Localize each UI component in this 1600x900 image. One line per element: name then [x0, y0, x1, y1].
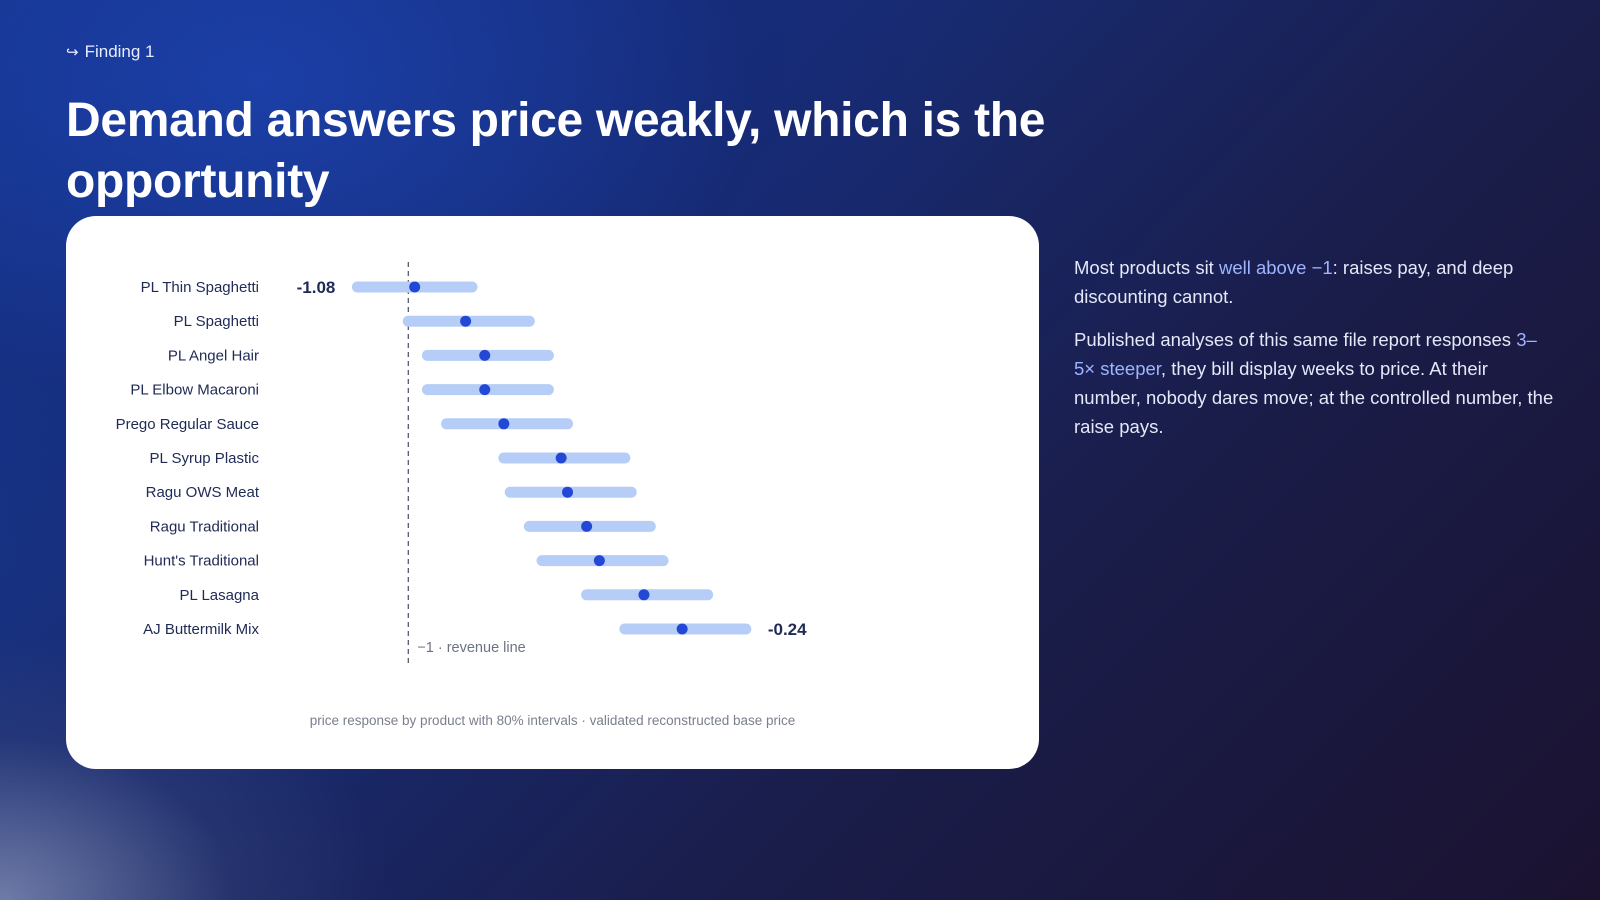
estimate-point: [581, 520, 593, 532]
product-label: PL Angel Hair: [168, 347, 259, 364]
product-label: Ragu Traditional: [150, 518, 259, 535]
chart-card: −1 · revenue line PL Thin Spaghetti -1.08 P…: [66, 216, 1039, 769]
product-label: Prego Regular Sauce: [116, 416, 259, 433]
side-p2-post: , they bill display weeks to price. At t…: [1074, 358, 1554, 437]
product-label: AJ Buttermilk Mix: [143, 621, 259, 638]
reference-line-label: −1 · revenue line: [417, 640, 525, 656]
side-p1-highlight: well above −1: [1218, 257, 1333, 278]
estimate-point: [676, 623, 688, 635]
estimate-point: [460, 315, 472, 327]
chart-caption: price response by product with 80% inter…: [309, 713, 796, 728]
side-paragraph-2: Published analyses of this same file rep…: [1074, 325, 1554, 441]
estimate-point: [555, 452, 567, 464]
side-commentary: Most products sit well above −1: raises …: [1074, 253, 1554, 455]
value-label: -0.24: [768, 620, 807, 639]
eyebrow-label: Finding 1: [84, 42, 155, 61]
product-label: PL Syrup Plastic: [150, 450, 260, 467]
estimate-point: [498, 418, 510, 430]
side-p2-highlight-text: 3–5× steeper: [1074, 329, 1537, 379]
eyebrow: ↪ Finding 1: [66, 42, 155, 62]
product-label: Ragu OWS Meat: [146, 484, 260, 501]
value-label: -1.08: [297, 278, 336, 297]
product-label: Hunt's Traditional: [144, 553, 259, 570]
product-label: PL Spaghetti: [174, 313, 259, 330]
estimate-point: [593, 555, 605, 567]
estimate-point: [638, 589, 650, 601]
side-p1-post: : raises pay, and deep discounting canno…: [1074, 257, 1514, 307]
forest-plot: −1 · revenue line PL Thin Spaghetti -1.08 P…: [116, 262, 807, 664]
product-label: PL Thin Spaghetti: [141, 279, 259, 296]
product-label: PL Elbow Macaroni: [130, 382, 259, 399]
return-arrow-icon: ↪: [66, 44, 79, 61]
side-p2-pre: Published analyses of this same file rep…: [1074, 329, 1517, 350]
estimate-point: [479, 384, 491, 396]
estimate-point: [479, 349, 491, 361]
side-p2-highlight: Published analyses of this same file rep…: [1074, 329, 1537, 379]
product-label: PL Lasagna: [179, 587, 259, 604]
page-title: Demand answers price weakly, which is th…: [66, 94, 1046, 208]
estimate-point: [409, 281, 421, 293]
side-paragraph-1: Most products sit well above −1: raises …: [1074, 253, 1554, 311]
estimate-point: [562, 486, 574, 498]
side-p1-pre: Most products sit: [1074, 257, 1219, 278]
